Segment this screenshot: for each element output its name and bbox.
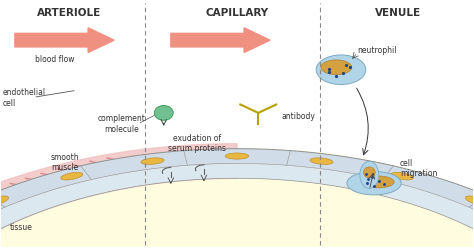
Text: ARTERIOLE: ARTERIOLE: [37, 8, 101, 18]
Text: endothelial
cell: endothelial cell: [3, 88, 46, 108]
Polygon shape: [0, 149, 474, 248]
Polygon shape: [0, 144, 237, 248]
Ellipse shape: [141, 158, 164, 164]
Text: VENULE: VENULE: [374, 8, 421, 18]
Ellipse shape: [465, 196, 474, 205]
Text: blood flow: blood flow: [35, 55, 75, 64]
Ellipse shape: [364, 176, 394, 188]
Polygon shape: [0, 163, 474, 248]
Polygon shape: [0, 149, 474, 248]
Text: antibody: antibody: [282, 112, 316, 121]
Ellipse shape: [225, 153, 249, 159]
FancyArrow shape: [171, 28, 270, 53]
Text: CAPILLARY: CAPILLARY: [205, 8, 269, 18]
Text: complement
molecule: complement molecule: [97, 114, 145, 134]
Text: tissue: tissue: [10, 223, 33, 232]
Ellipse shape: [364, 167, 375, 178]
FancyArrow shape: [15, 28, 114, 53]
Text: smooth
muscle: smooth muscle: [50, 153, 79, 172]
Ellipse shape: [321, 60, 352, 75]
Ellipse shape: [360, 161, 379, 188]
Ellipse shape: [0, 196, 9, 205]
Ellipse shape: [310, 158, 333, 164]
Ellipse shape: [155, 105, 173, 120]
Ellipse shape: [391, 172, 413, 180]
Ellipse shape: [347, 171, 401, 195]
Ellipse shape: [61, 172, 83, 180]
Text: neutrophil: neutrophil: [357, 46, 397, 55]
Ellipse shape: [316, 55, 366, 85]
Text: exudation of
serum proteins: exudation of serum proteins: [168, 134, 226, 154]
Text: cell
migration: cell migration: [400, 159, 438, 178]
